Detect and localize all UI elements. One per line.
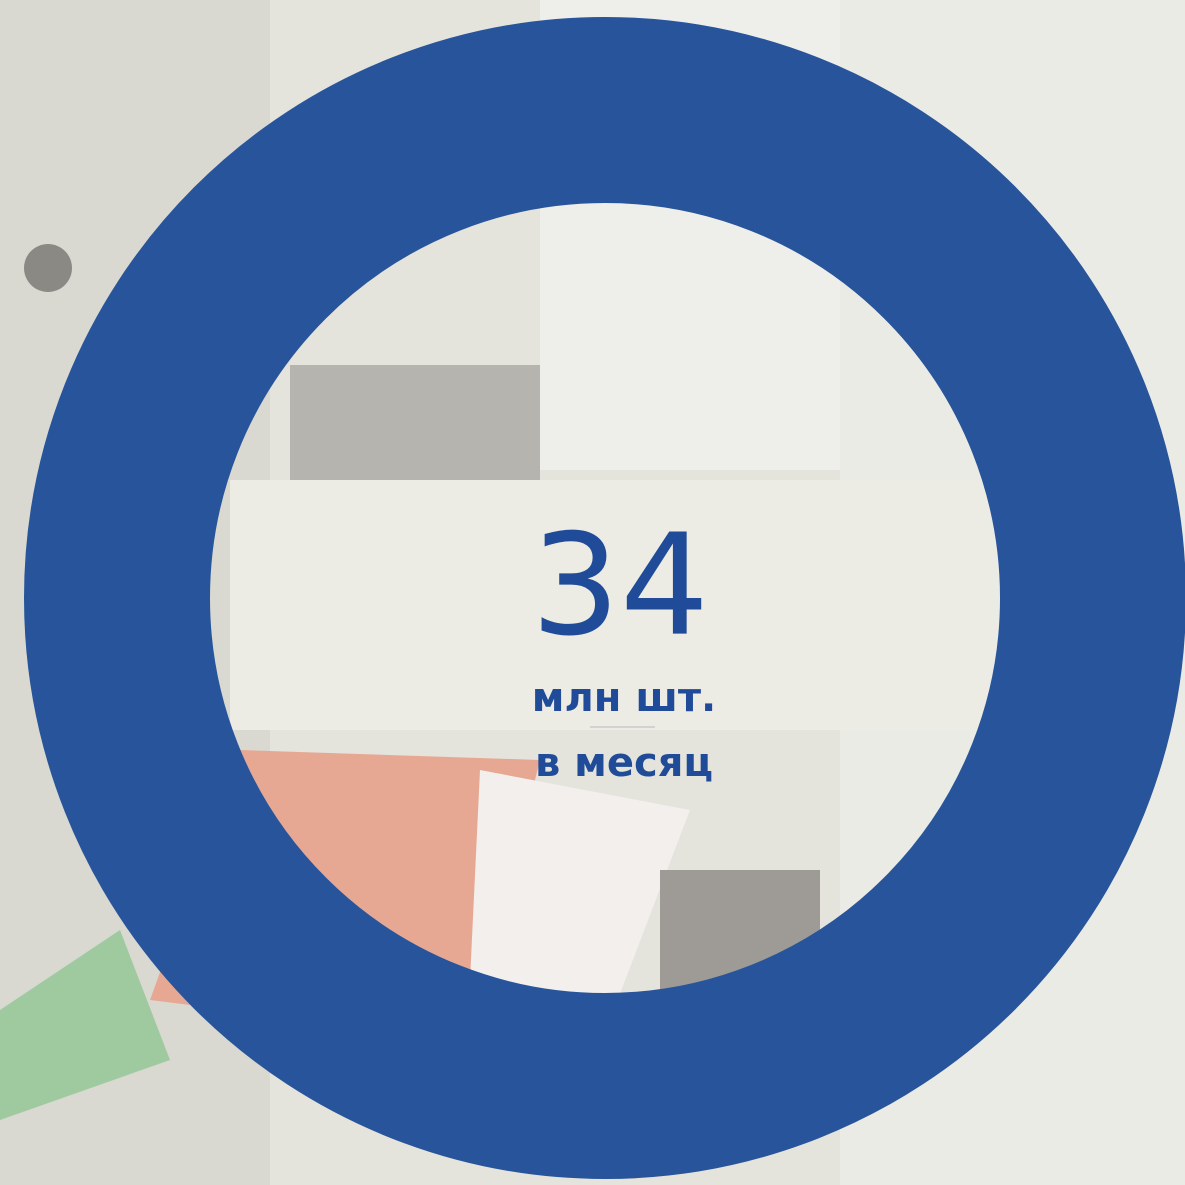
headline-value: 34: [531, 505, 709, 668]
background-knob: [24, 244, 72, 292]
headline-period: в месяц: [535, 740, 713, 786]
background-table: [230, 480, 990, 730]
background-white-sheet: [470, 770, 690, 1020]
background-green-box: [0, 930, 170, 1120]
headline-unit: млн шт.: [532, 675, 716, 721]
ring: [24, 17, 1185, 1179]
